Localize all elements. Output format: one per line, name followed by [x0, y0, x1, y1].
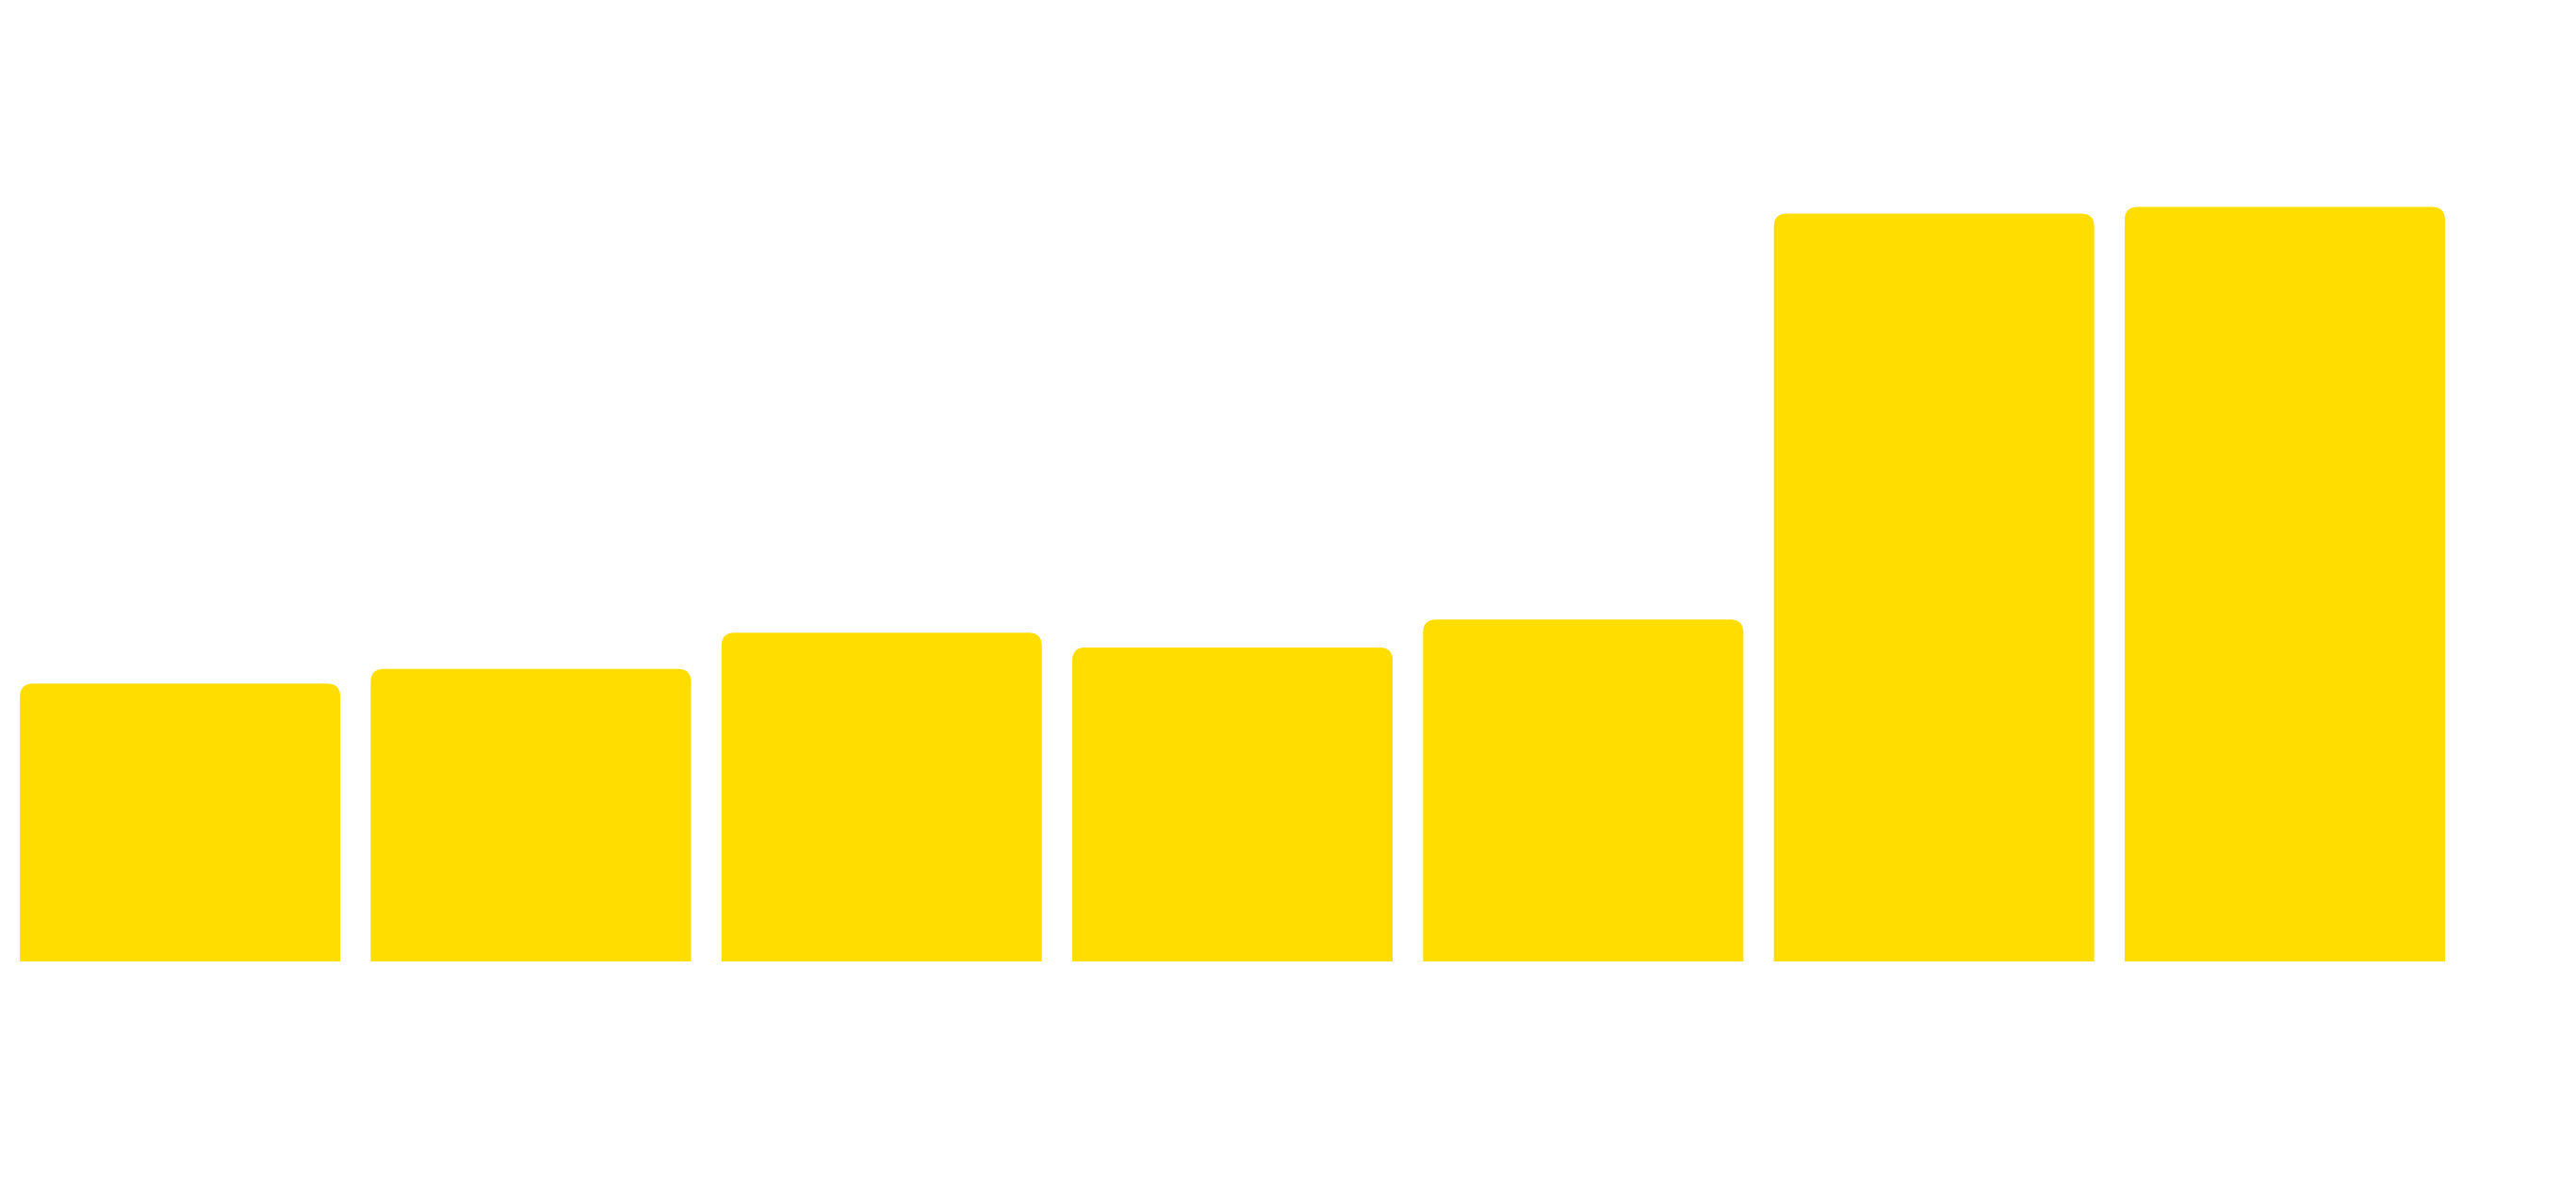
bar: [721, 632, 1042, 961]
bar: [2124, 206, 2445, 961]
bar: [1072, 647, 1394, 961]
bar: [1773, 213, 2095, 962]
bar: [20, 683, 341, 961]
bar: [370, 668, 692, 961]
bar: [1423, 619, 1744, 961]
